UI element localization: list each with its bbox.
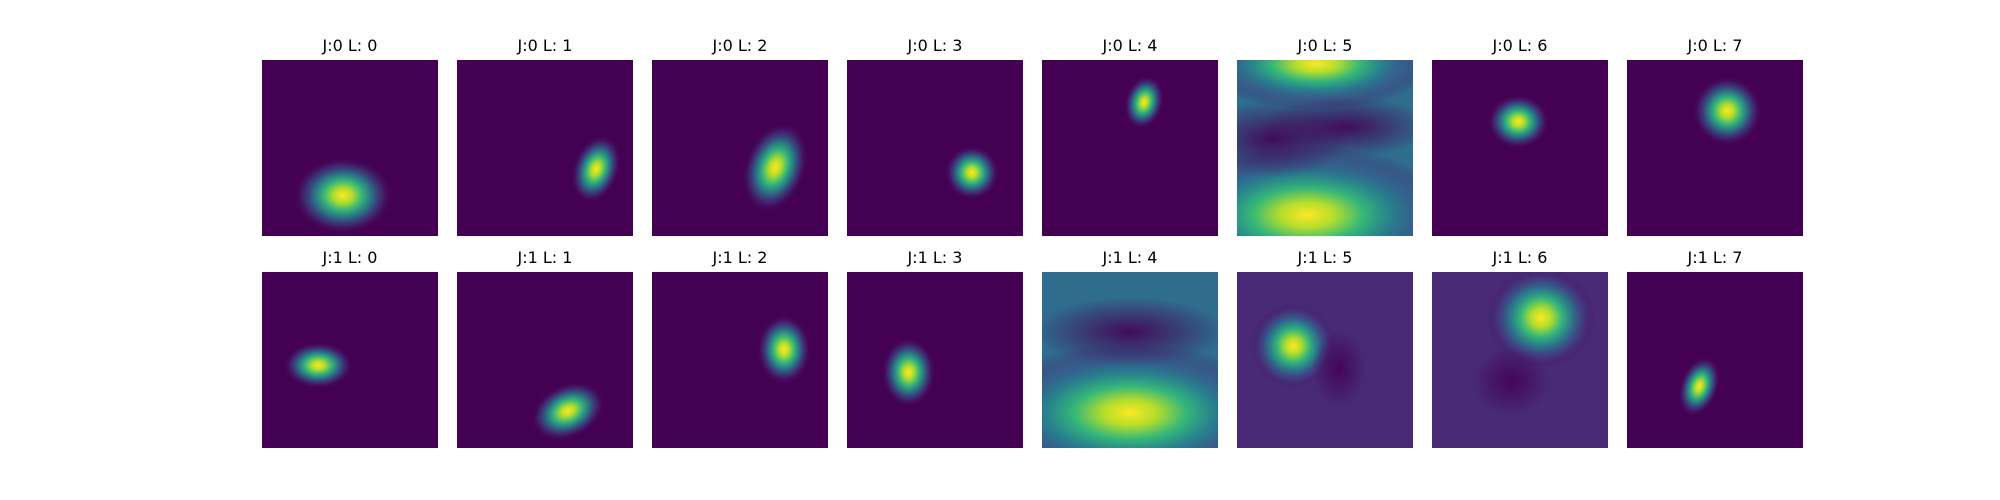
panel-title: J:0 L: 4 <box>1102 36 1158 55</box>
heatmap-image <box>1042 272 1218 448</box>
heatmap-image <box>1432 60 1608 236</box>
heatmap-image <box>457 60 633 236</box>
panel-title: J:0 L: 2 <box>712 36 768 55</box>
heatmap-peak <box>292 156 394 235</box>
heatmap-peak <box>756 314 812 385</box>
heatmap-image <box>847 272 1023 448</box>
panel-title: J:0 L: 5 <box>1297 36 1353 55</box>
panel-title: J:1 L: 6 <box>1492 248 1548 267</box>
heatmap-trough <box>1237 100 1350 178</box>
heatmap-svg <box>1042 272 1218 448</box>
heatmap-peak <box>530 381 605 441</box>
heatmap-image <box>262 60 438 236</box>
heatmap-image <box>847 60 1023 236</box>
panel-title: J:1 L: 5 <box>1297 248 1353 267</box>
heatmap-svg <box>847 272 1023 448</box>
heatmap-trough <box>1472 346 1550 416</box>
heatmap-svg <box>1237 60 1413 236</box>
heatmap-background <box>847 60 1023 236</box>
heatmap-peak <box>881 337 936 408</box>
heatmap-peak <box>1042 343 1218 448</box>
heatmap-peak <box>944 145 1000 200</box>
heatmap-svg <box>457 60 633 236</box>
heatmap-peak <box>1124 75 1165 129</box>
panel-title: J:0 L: 0 <box>322 36 378 55</box>
heatmap-image <box>652 60 828 236</box>
heatmap-background <box>1042 60 1218 236</box>
heatmap-image <box>262 272 438 448</box>
heatmap-svg <box>1432 272 1608 448</box>
heatmap-peak <box>283 342 354 389</box>
heatmap-peak <box>742 122 809 213</box>
panel-title: J:1 L: 3 <box>907 248 963 267</box>
panel-title: J:0 L: 6 <box>1492 36 1548 55</box>
heatmap-background <box>847 272 1023 448</box>
heatmap-trough <box>1311 330 1367 408</box>
heatmap-image <box>1237 272 1413 448</box>
panel-title: J:1 L: 4 <box>1102 248 1158 267</box>
heatmap-svg <box>1042 60 1218 236</box>
heatmap-image <box>1432 272 1608 448</box>
heatmap-background <box>1627 272 1803 448</box>
heatmap-svg <box>1627 272 1803 448</box>
heatmap-svg <box>652 272 828 448</box>
heatmap-peak <box>1692 76 1763 146</box>
heatmap-image <box>1237 60 1413 236</box>
panel-title: J:0 L: 3 <box>907 36 963 55</box>
heatmap-peak <box>1486 272 1596 369</box>
heatmap-svg <box>847 60 1023 236</box>
heatmap-peak <box>571 135 621 203</box>
heatmap-image <box>652 272 828 448</box>
heatmap-image <box>1627 272 1803 448</box>
heatmap-peak <box>1678 356 1721 417</box>
heatmap-svg <box>262 272 438 448</box>
panel-title: J:1 L: 1 <box>517 248 573 267</box>
heatmap-image <box>1627 60 1803 236</box>
heatmap-svg <box>262 60 438 236</box>
heatmap-svg <box>1627 60 1803 236</box>
heatmap-svg <box>1237 272 1413 448</box>
heatmap-trough <box>1042 297 1218 367</box>
heatmap-svg <box>457 272 633 448</box>
heatmap-svg <box>652 60 828 236</box>
heatmap-image <box>1042 60 1218 236</box>
panel-title: J:0 L: 7 <box>1687 36 1743 55</box>
panel-title: J:1 L: 2 <box>712 248 768 267</box>
panel-title: J:0 L: 1 <box>517 36 573 55</box>
heatmap-peak <box>1487 94 1550 149</box>
heatmap-image <box>457 272 633 448</box>
panel-title: J:1 L: 7 <box>1687 248 1743 267</box>
heatmap-svg <box>1432 60 1608 236</box>
panel-title: J:1 L: 0 <box>322 248 378 267</box>
